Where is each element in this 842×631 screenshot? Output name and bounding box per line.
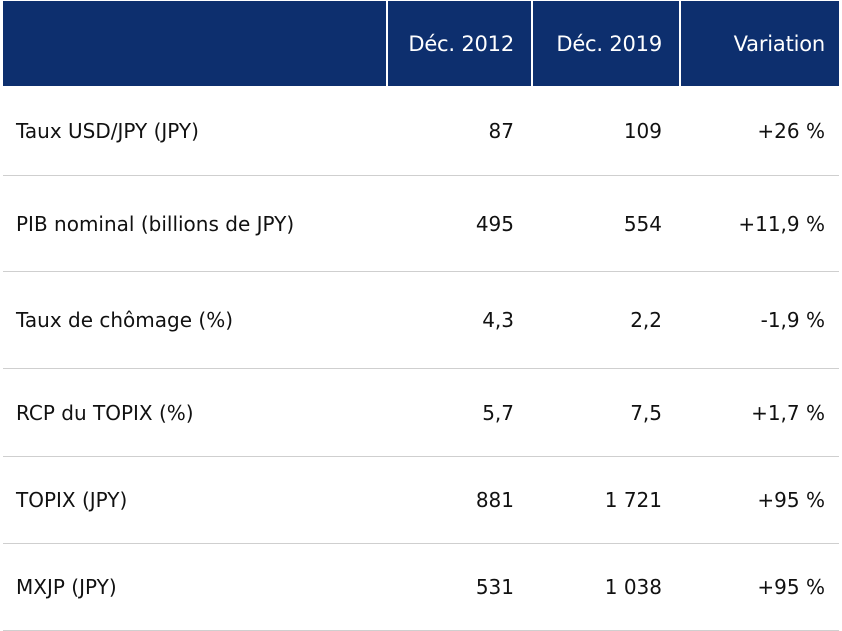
- header-dec-2019: Déc. 2019: [531, 1, 679, 86]
- row-label: PIB nominal (billions de JPY): [16, 211, 295, 236]
- value-dec-2012: 87: [488, 118, 514, 143]
- value-dec-2019: 7,5: [630, 400, 662, 425]
- value-variation: +1,7 %: [751, 400, 825, 425]
- header-dec-2012: Déc. 2012: [386, 1, 531, 86]
- value-variation: +95 %: [757, 488, 825, 512]
- table-row: PIB nominal (billions de JPY) 495 554 +1…: [3, 176, 839, 272]
- table-header: Déc. 2012 Déc. 2019 Variation: [3, 1, 839, 86]
- value-dec-2012: 881: [475, 488, 514, 512]
- table-row: TOPIX (JPY) 881 1 721 +95 %: [3, 457, 839, 544]
- row-label: Taux de chômage (%): [16, 308, 234, 332]
- value-variation: +26 %: [757, 118, 825, 143]
- value-dec-2019: 554: [623, 211, 662, 236]
- value-dec-2019: 2,2: [630, 308, 662, 332]
- value-variation: +95 %: [757, 575, 825, 599]
- header-label-cell: [3, 1, 386, 86]
- table-row: Taux de chômage (%) 4,3 2,2 -1,9 %: [3, 272, 839, 369]
- value-variation: +11,9 %: [738, 211, 825, 236]
- row-label: RCP du TOPIX (%): [16, 400, 194, 425]
- row-label: TOPIX (JPY): [16, 488, 128, 512]
- row-label: MXJP (JPY): [16, 575, 117, 599]
- table-row: RCP du TOPIX (%) 5,7 7,5 +1,7 %: [3, 369, 839, 457]
- value-dec-2019: 1 038: [604, 575, 662, 599]
- value-dec-2012: 5,7: [482, 400, 514, 425]
- value-dec-2012: 4,3: [482, 308, 514, 332]
- value-dec-2019: 1 721: [604, 488, 662, 512]
- value-dec-2012: 531: [475, 575, 514, 599]
- row-label: Taux USD/JPY (JPY): [16, 118, 199, 143]
- table-row: MXJP (JPY) 531 1 038 +95 %: [3, 544, 839, 631]
- value-dec-2012: 495: [475, 211, 514, 236]
- value-variation: -1,9 %: [760, 308, 825, 332]
- value-dec-2019: 109: [623, 118, 662, 143]
- table-row: Taux USD/JPY (JPY) 87 109 +26 %: [3, 86, 839, 176]
- header-variation: Variation: [679, 1, 839, 86]
- economic-indicators-table: Déc. 2012 Déc. 2019 Variation Taux USD/J…: [3, 1, 839, 631]
